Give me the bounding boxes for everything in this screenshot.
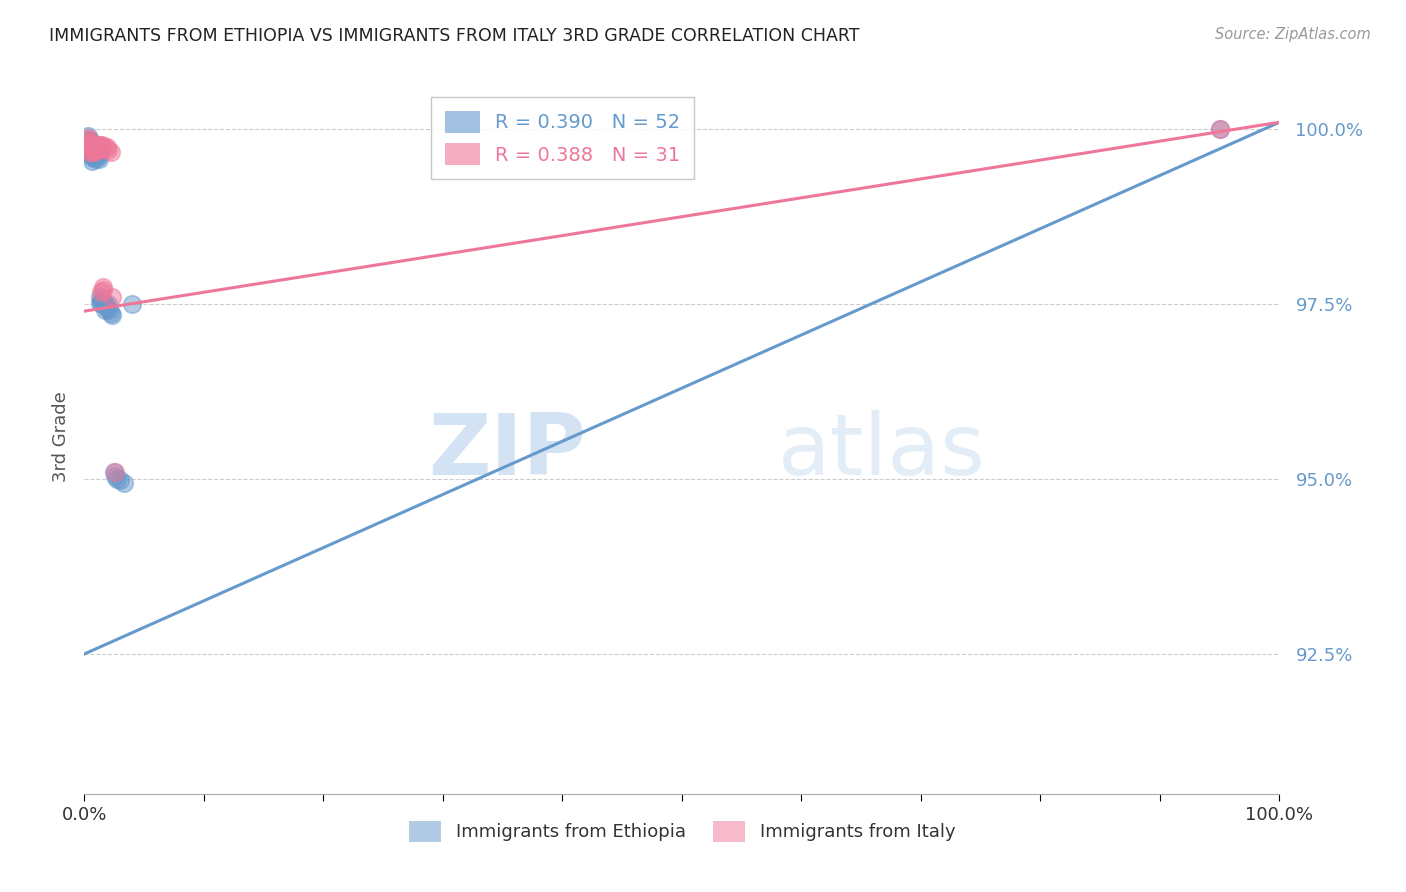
Point [86,145,108,159]
Point [86,137,108,152]
Text: IMMIGRANTS FROM ETHIOPIA VS IMMIGRANTS FROM ITALY 3RD GRADE CORRELATION CHART: IMMIGRANTS FROM ETHIOPIA VS IMMIGRANTS F… [49,27,859,45]
Point [83,140,105,154]
Point [1209,122,1232,136]
Point [103,465,125,479]
Point [121,297,143,311]
Point [91,297,114,311]
Point [77,140,100,154]
Point [86,143,108,157]
Point [80,146,103,161]
Point [83,145,105,159]
Point [100,145,122,159]
Point [93,279,115,293]
Point [82,142,104,156]
Point [82,146,104,161]
Point [79,142,101,156]
Point [79,133,101,147]
Text: atlas: atlas [778,409,986,493]
Point [96,301,118,315]
Point [96,140,118,154]
Point [84,143,107,157]
Point [84,152,107,166]
Point [112,475,135,490]
Point [84,142,107,156]
Point [84,146,107,161]
Point [82,143,104,157]
Point [86,148,108,162]
Point [110,474,132,488]
Point [83,140,105,154]
Point [1209,122,1232,136]
Point [86,150,108,164]
Point [80,140,103,154]
Point [91,292,114,306]
Point [79,140,101,154]
Point [80,143,103,157]
Point [82,137,104,152]
Point [101,290,124,304]
Point [104,468,127,483]
Point [79,146,101,161]
Point [79,137,101,152]
Point [90,142,112,156]
Point [77,133,100,147]
Point [77,133,100,147]
Point [77,130,100,145]
Point [87,142,110,156]
Point [77,136,100,151]
Point [86,137,108,152]
Point [82,140,104,154]
Point [83,150,105,164]
Point [80,140,103,154]
Point [89,137,111,152]
Point [87,146,110,161]
Point [90,293,112,308]
Point [93,297,115,311]
Point [101,308,124,322]
Point [80,145,103,159]
Point [79,145,101,159]
Point [93,302,115,317]
Point [90,285,112,299]
Point [77,143,100,157]
Point [89,290,111,304]
Point [77,137,100,152]
Point [93,293,115,308]
Text: Source: ZipAtlas.com: Source: ZipAtlas.com [1215,27,1371,42]
Point [83,145,105,159]
Point [82,150,104,164]
Point [77,136,100,151]
Point [105,472,128,486]
Y-axis label: 3rd Grade: 3rd Grade [52,392,70,483]
Point [86,142,108,156]
Text: ZIP: ZIP [429,409,586,493]
Point [91,137,114,152]
Point [97,143,120,157]
Point [79,136,101,151]
Legend: Immigrants from Ethiopia, Immigrants from Italy: Immigrants from Ethiopia, Immigrants fro… [401,814,963,849]
Point [94,299,117,313]
Point [98,302,121,317]
Point [80,136,103,151]
Point [80,153,103,168]
Point [87,152,110,166]
Point [104,465,127,479]
Point [93,283,115,297]
Point [77,129,100,144]
Point [97,297,120,311]
Point [100,305,122,319]
Point [80,150,103,164]
Point [89,295,111,310]
Point [93,140,115,154]
